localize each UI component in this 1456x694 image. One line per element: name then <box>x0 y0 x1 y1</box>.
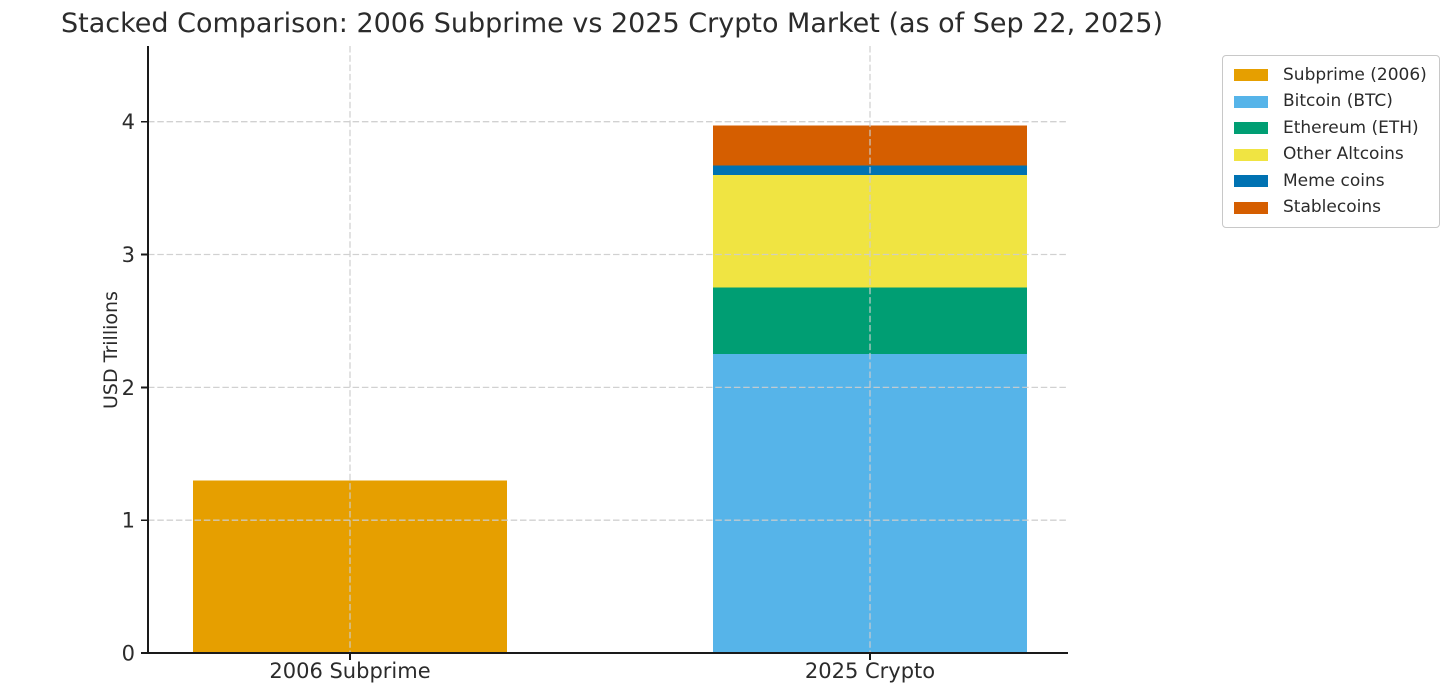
legend-label: Meme coins <box>1283 170 1385 191</box>
legend-label: Bitcoin (BTC) <box>1283 91 1393 112</box>
legend-swatch-bitcoin-btc <box>1234 95 1268 108</box>
y-tick-label: 2 <box>122 376 135 400</box>
y-axis-label: USD Trillions <box>100 291 122 409</box>
legend: Subprime (2006) Bitcoin (BTC) Ethereum (ET… <box>1222 55 1440 228</box>
bars-layer <box>193 125 1027 653</box>
y-tick-label: 1 <box>122 509 135 533</box>
chart-title: Stacked Comparison: 2006 Subprime vs 202… <box>61 8 1163 39</box>
axes-layer <box>141 46 1068 660</box>
legend-swatch-stablecoins <box>1234 201 1268 214</box>
legend-item-ethereum-eth: Ethereum (ETH) <box>1234 117 1429 139</box>
tick-labels-layer: 0 1 2 3 4 2006 Subprime 2025 Crypto <box>122 110 936 683</box>
legend-label: Other Altcoins <box>1283 144 1404 165</box>
x-tick-label-2025-crypto: 2025 Crypto <box>805 659 935 683</box>
legend-item-other-altcoins: Other Altcoins <box>1234 144 1429 166</box>
legend-label: Stablecoins <box>1283 197 1381 218</box>
legend-item-subprime-2006: Subprime (2006) <box>1234 64 1429 86</box>
y-tick-label: 0 <box>122 642 135 666</box>
legend-swatch-ethereum-eth <box>1234 122 1268 135</box>
grid-layer <box>148 46 1068 653</box>
legend-item-stablecoins: Stablecoins <box>1234 197 1429 219</box>
legend-item-bitcoin-btc: Bitcoin (BTC) <box>1234 91 1429 113</box>
legend-label: Subprime (2006) <box>1283 64 1427 85</box>
legend-swatch-meme-coins <box>1234 175 1268 188</box>
legend-swatch-other-altcoins <box>1234 148 1268 161</box>
bar-segment-other-altcoins-2025-crypto <box>713 174 1027 288</box>
y-tick-label: 3 <box>122 243 135 267</box>
legend-item-meme-coins: Meme coins <box>1234 170 1429 192</box>
legend-swatch-subprime-2006 <box>1234 69 1268 81</box>
y-tick-label: 4 <box>122 110 135 134</box>
legend-label: Ethereum (ETH) <box>1283 117 1419 138</box>
x-tick-label-2006-subprime: 2006 Subprime <box>269 659 430 683</box>
